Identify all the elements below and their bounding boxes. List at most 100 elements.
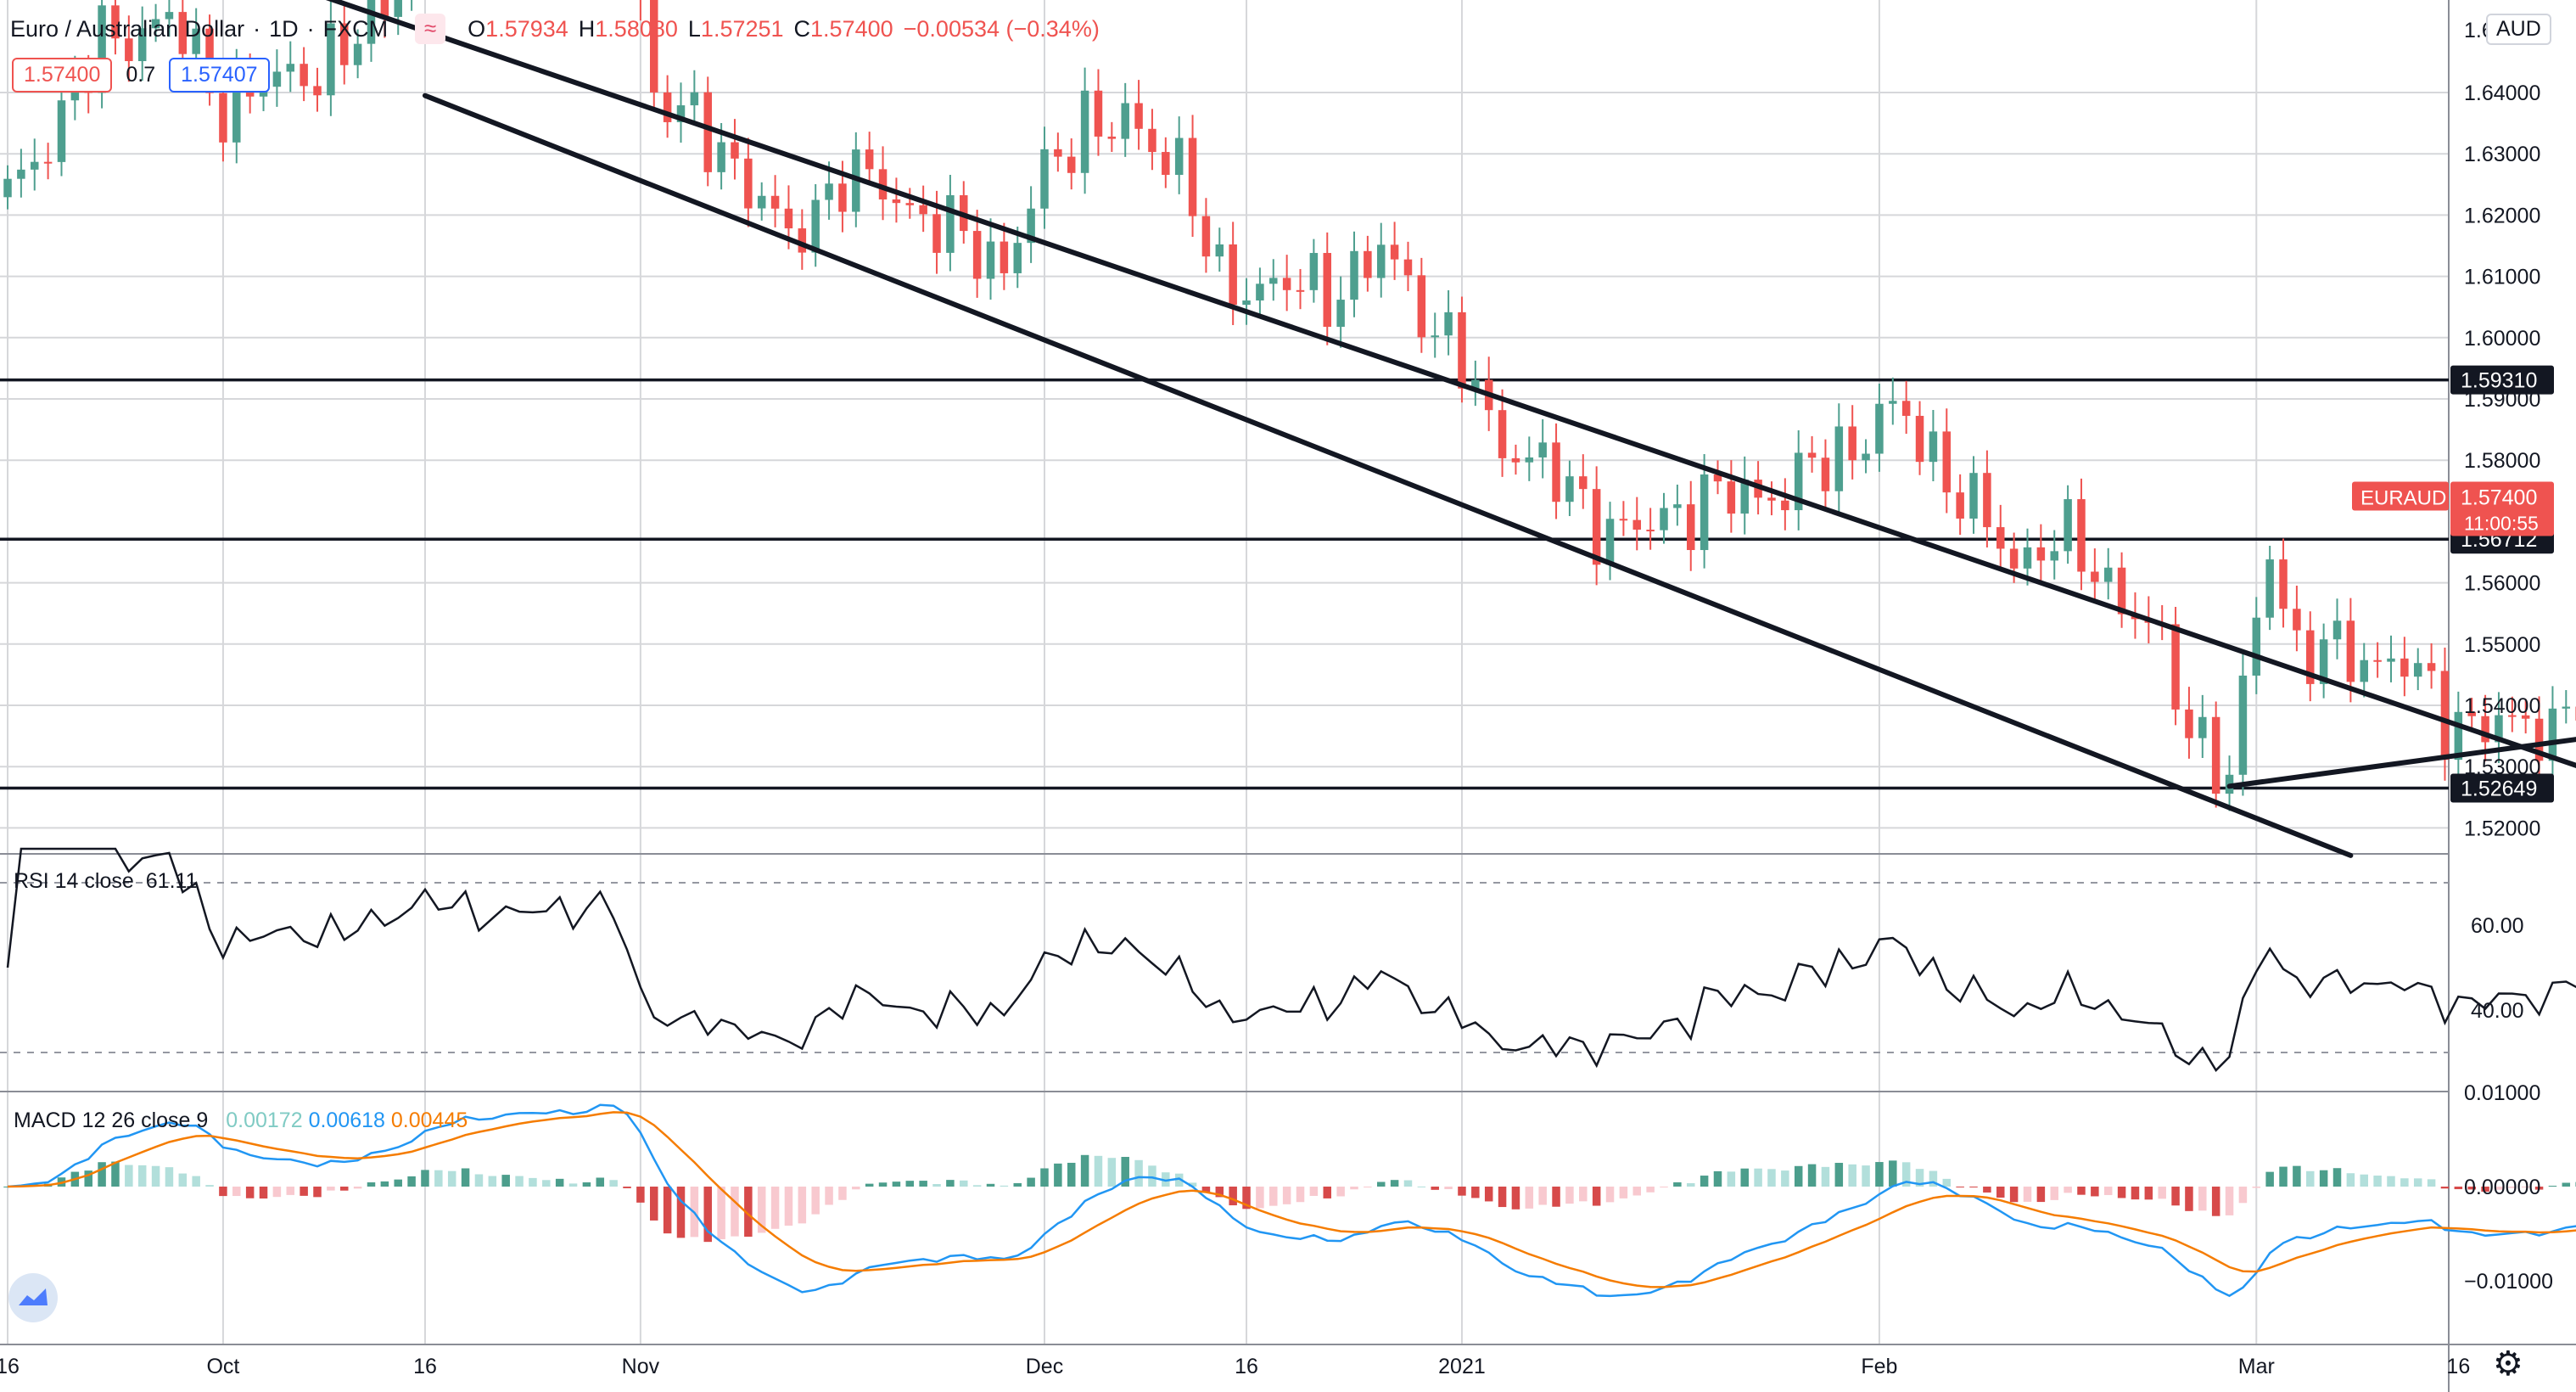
candle: [1080, 67, 1089, 194]
candle-body: [986, 241, 995, 279]
macd-histogram-bar: [2427, 1179, 2436, 1187]
macd-histogram-bar: [825, 1187, 833, 1205]
trend-line-channel-upper[interactable]: [0, 0, 2576, 840]
candle: [2198, 694, 2207, 758]
buy-button[interactable]: 1.57407: [169, 58, 270, 93]
candle-body: [2077, 499, 2086, 572]
candle-body: [865, 149, 874, 170]
candle-body: [1403, 259, 1413, 276]
candle: [2171, 606, 2180, 726]
time-axis-label: Oct: [206, 1355, 239, 1378]
candle-body: [1201, 216, 1211, 257]
macd-histogram-bar: [946, 1180, 955, 1187]
candle: [411, 0, 413, 11]
candle: [986, 218, 995, 300]
candle-body: [1094, 90, 1103, 137]
axes: 1.61.640001.630001.620001.610001.600001.…: [0, 19, 2554, 1378]
candle-body: [2534, 718, 2544, 761]
macd-histogram-bar: [2293, 1165, 2301, 1187]
macd-histogram-bar: [367, 1182, 376, 1187]
candle-body: [2265, 559, 2274, 618]
candle: [2050, 530, 2058, 580]
gear-icon[interactable]: ⚙: [2493, 1345, 2523, 1383]
macd-histogram-bar: [636, 1187, 645, 1203]
candle: [1983, 450, 1991, 548]
candle-body: [2211, 716, 2220, 794]
candle-body: [2413, 663, 2422, 677]
candle: [1511, 444, 1520, 475]
macd-histogram-bar: [798, 1187, 807, 1224]
candle: [1162, 137, 1170, 188]
price-axis-label: 1.63000: [2464, 143, 2540, 166]
macd-histogram-bar: [650, 1187, 658, 1221]
candle-body: [1417, 275, 1426, 338]
symbol-legend: Euro / Australian Dollar · 1D · FXCM ≈ O1.57…: [10, 12, 1100, 46]
symbol-title[interactable]: Euro / Australian Dollar · 1D · FXCM: [10, 15, 389, 42]
macd-histogram-bar: [2319, 1170, 2328, 1187]
level-price-tag[interactable]: [2450, 773, 2554, 803]
candle: [2279, 538, 2288, 628]
candle-body: [676, 105, 686, 122]
candle: [1700, 454, 1709, 569]
candle-body: [1080, 90, 1089, 173]
candle-body: [2252, 617, 2261, 676]
macd-hist-value: 0.00172: [226, 1109, 303, 1132]
candle-body: [1390, 244, 1399, 260]
macd-histogram-bar: [1201, 1187, 1211, 1193]
candle-body: [2064, 499, 2072, 552]
sell-button[interactable]: 1.57400: [12, 58, 113, 93]
macd-histogram-bar: [1458, 1187, 1466, 1196]
candle: [1148, 109, 1156, 171]
macd-histogram-bar: [98, 1162, 106, 1187]
macd-histogram-bar: [1538, 1187, 1547, 1205]
candle: [2400, 637, 2409, 697]
candle-body: [919, 205, 927, 215]
macd-histogram-bar: [2508, 1187, 2517, 1188]
macd-histogram-bar: [2360, 1174, 2368, 1187]
macd-histogram-bar: [151, 1165, 160, 1187]
candle: [972, 210, 982, 298]
candle-body: [1646, 530, 1655, 532]
candle: [327, 0, 335, 116]
candle: [2293, 585, 2301, 652]
trend-line-support[interactable]: [2226, 604, 2576, 789]
macd-histogram-bar: [568, 1183, 578, 1187]
macd-histogram-bar: [1484, 1187, 1493, 1202]
level-price-tag[interactable]: [2450, 365, 2554, 395]
candle-body: [1511, 457, 1520, 463]
candle: [1323, 232, 1332, 345]
visibility-icon[interactable]: ≈: [415, 14, 446, 44]
macd-histogram-bar: [960, 1180, 968, 1187]
trend-line-channel-lower[interactable]: [422, 93, 2354, 858]
candle-body: [1336, 300, 1345, 328]
trend-lines[interactable]: [0, 0, 2576, 858]
candle: [1740, 456, 1749, 535]
price-axis-label: 1.60000: [2464, 327, 2540, 351]
candle: [30, 138, 39, 191]
candle: [137, 6, 147, 81]
level-price-label: 1.59310: [2461, 369, 2537, 393]
candle: [2319, 623, 2328, 699]
candle-body: [2440, 671, 2450, 761]
currency-button[interactable]: AUD: [2486, 14, 2551, 45]
macd-histogram-bar: [461, 1168, 470, 1187]
macd-histogram-bar: [1901, 1162, 1911, 1187]
candle-body: [744, 158, 753, 209]
candle: [1269, 259, 1278, 301]
candle-body: [1996, 527, 2005, 549]
candle: [1444, 289, 1453, 356]
candle-body: [1269, 278, 1278, 284]
candle-body: [2117, 567, 2126, 615]
macd-legend[interactable]: MACD 12 26 close 9 0.00172 0.00618 0.004…: [14, 1109, 468, 1132]
rsi-legend[interactable]: RSI 14 close 61.11: [14, 869, 198, 893]
candle: [1687, 480, 1695, 571]
macd-histogram-bar: [2440, 1187, 2450, 1189]
symbol-tag: [2352, 481, 2449, 511]
macd-histogram-bar: [1094, 1155, 1103, 1187]
macd-histogram-bar: [986, 1183, 995, 1187]
tradingview-logo-icon[interactable]: [8, 1273, 58, 1322]
candle-body: [151, 19, 160, 29]
candle-body: [878, 169, 888, 199]
candle-body: [232, 72, 241, 143]
